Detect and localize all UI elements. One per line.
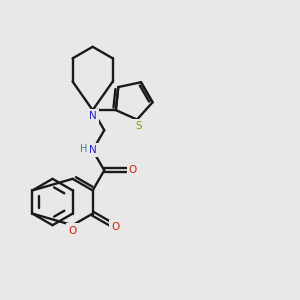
Text: N: N: [89, 145, 97, 155]
Text: H: H: [80, 144, 87, 154]
Text: N: N: [89, 111, 97, 121]
Text: S: S: [135, 121, 142, 131]
Text: O: O: [68, 226, 77, 236]
Text: O: O: [111, 222, 119, 232]
Text: O: O: [129, 165, 137, 175]
